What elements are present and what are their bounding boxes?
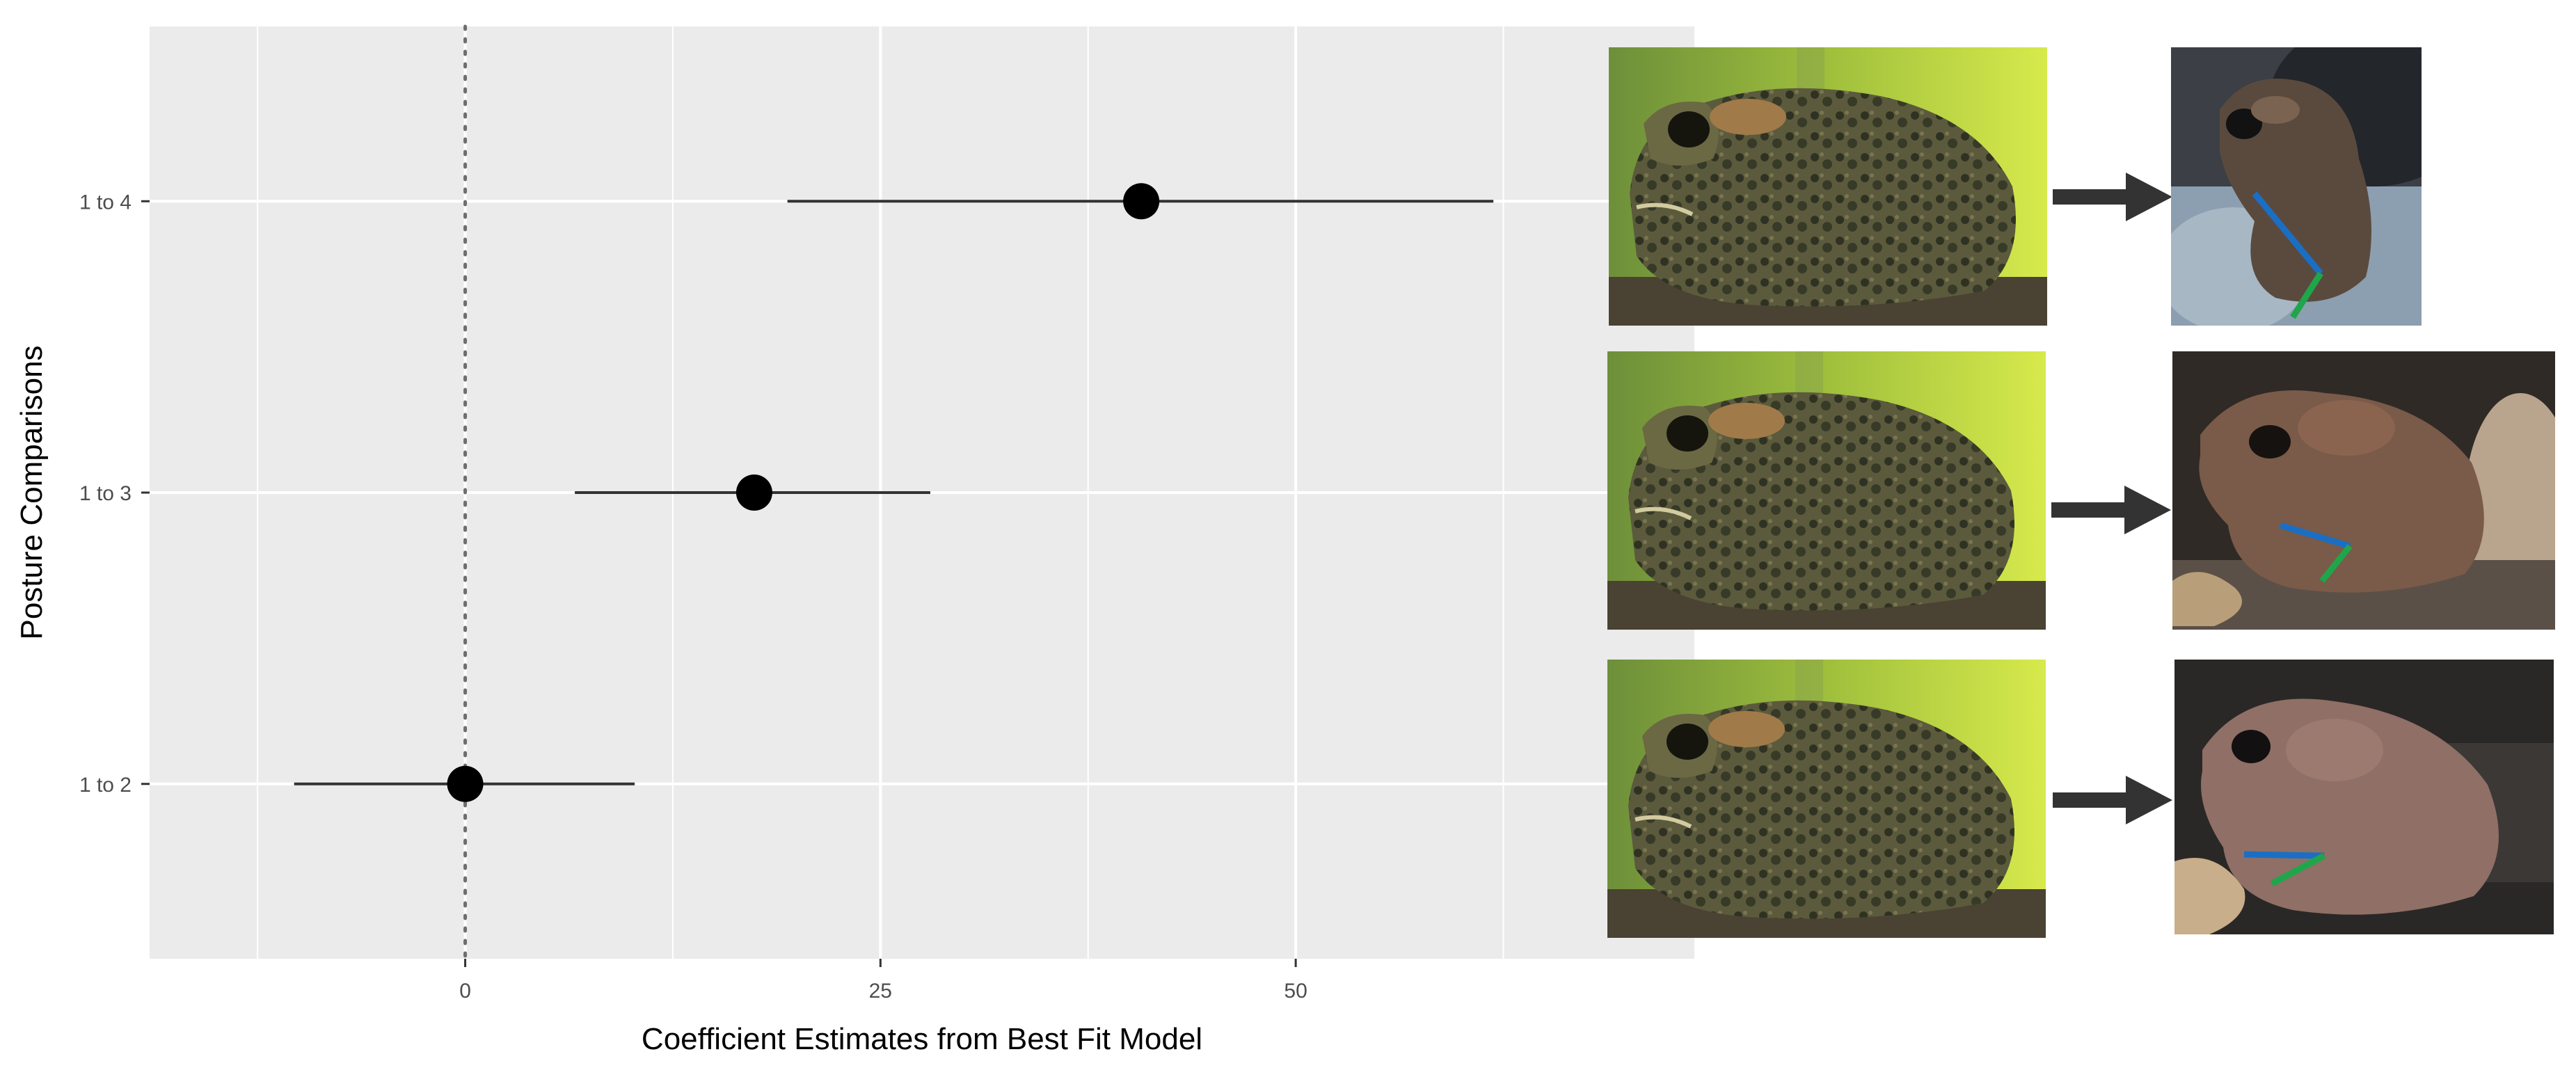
x-tick-label: 0 <box>459 980 471 1003</box>
arrow-right-icon <box>2053 173 2172 221</box>
toad-semi-upright-image <box>2172 351 2555 630</box>
toad-posture-2-photo <box>2175 660 2554 934</box>
y-tick-label: 1 to 2 <box>79 774 132 797</box>
point-estimates <box>447 183 1160 802</box>
y-axis-title: Posture Comparisons <box>15 345 49 639</box>
toad-posture-3-photo <box>2172 351 2555 630</box>
point-estimate <box>447 765 484 802</box>
arrow-right-icon <box>2053 776 2172 824</box>
toad-low-posture-image <box>2175 660 2554 934</box>
toad-crouched-photo <box>1607 351 2046 630</box>
point-estimate <box>1123 183 1160 220</box>
toad-crouched-photo <box>1609 47 2047 326</box>
arrow-right-icon <box>2051 486 2171 534</box>
x-tick-label: 50 <box>1284 980 1307 1003</box>
coefficient-plot: 1 to 2 1 to 3 1 to 4 0 25 50 Coefficient Est… <box>15 24 1694 1056</box>
toad-crouched-image <box>1609 47 2047 326</box>
toad-crouched-image <box>1607 660 2046 938</box>
toad-posture-4-photo <box>2171 47 2422 326</box>
toad-crouched-photo <box>1607 660 2046 938</box>
point-estimate <box>736 474 772 511</box>
y-tick-labels: 1 to 2 1 to 3 1 to 4 <box>79 191 150 797</box>
y-tick-label: 1 to 4 <box>79 191 132 214</box>
x-tick-label: 25 <box>869 980 892 1003</box>
x-axis-title: Coefficient Estimates from Best Fit Mode… <box>642 1022 1202 1056</box>
x-tick-labels: 0 25 50 <box>459 959 1307 1003</box>
toad-crouched-image <box>1607 351 2046 630</box>
toad-upright-image <box>2171 47 2422 326</box>
y-tick-label: 1 to 3 <box>79 482 132 505</box>
